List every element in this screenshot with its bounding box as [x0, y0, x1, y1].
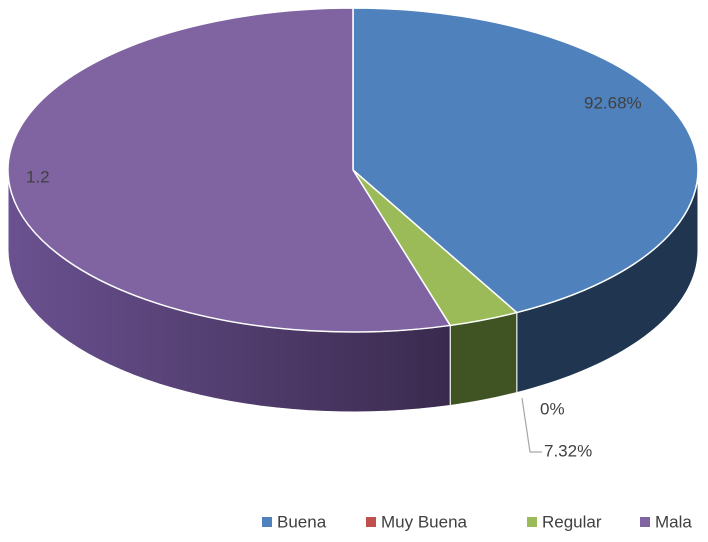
legend-label: Buena: [277, 512, 327, 531]
data-label: 0%: [540, 399, 565, 418]
data-label: 1.2: [26, 167, 50, 186]
pie-slice: [7, 7, 452, 333]
legend-swatch: [262, 517, 272, 527]
legend-label: Muy Buena: [381, 512, 468, 531]
data-label: 7.32%: [544, 441, 592, 460]
legend-label: Mala: [655, 512, 692, 531]
pie-slice: [352, 7, 699, 314]
data-label: 92.68%: [584, 93, 642, 112]
leader-line: [521, 397, 542, 453]
legend-label: Regular: [542, 512, 602, 531]
legend-swatch: [366, 517, 376, 527]
legend-swatch: [640, 517, 650, 527]
pie-side: [449, 311, 518, 407]
legend-swatch: [527, 517, 537, 527]
